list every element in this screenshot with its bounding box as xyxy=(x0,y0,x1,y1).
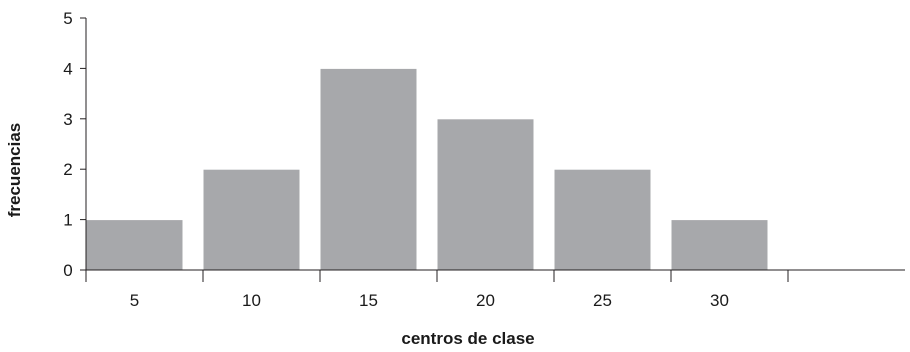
x-tick-label: 10 xyxy=(242,291,261,310)
y-ticks-group: 0 1 2 3 4 5 xyxy=(63,9,86,280)
y-tick-label: 2 xyxy=(63,160,72,179)
bar-10 xyxy=(202,168,301,271)
bar-30 xyxy=(670,219,769,271)
y-tick-label: 1 xyxy=(63,211,72,230)
y-tick-label: 0 xyxy=(63,261,72,280)
axes-group xyxy=(85,18,905,282)
bars-group xyxy=(85,67,769,271)
x-ticks-group: 5 10 15 20 25 30 xyxy=(85,270,789,310)
y-tick-label: 3 xyxy=(63,110,72,129)
bar-15 xyxy=(319,67,418,271)
x-tick-label: 5 xyxy=(130,291,139,310)
bar-25 xyxy=(553,168,652,271)
bar-5 xyxy=(85,219,184,271)
y-axis-title: frecuencias xyxy=(5,123,24,218)
bar-20 xyxy=(436,118,535,271)
x-tick-label: 30 xyxy=(710,291,729,310)
x-tick-label: 25 xyxy=(593,291,612,310)
y-tick-label: 5 xyxy=(63,9,72,28)
x-tick-label: 20 xyxy=(476,291,495,310)
x-axis-title: centros de clase xyxy=(401,329,534,348)
y-tick-label: 4 xyxy=(63,59,72,78)
x-tick-label: 15 xyxy=(359,291,378,310)
